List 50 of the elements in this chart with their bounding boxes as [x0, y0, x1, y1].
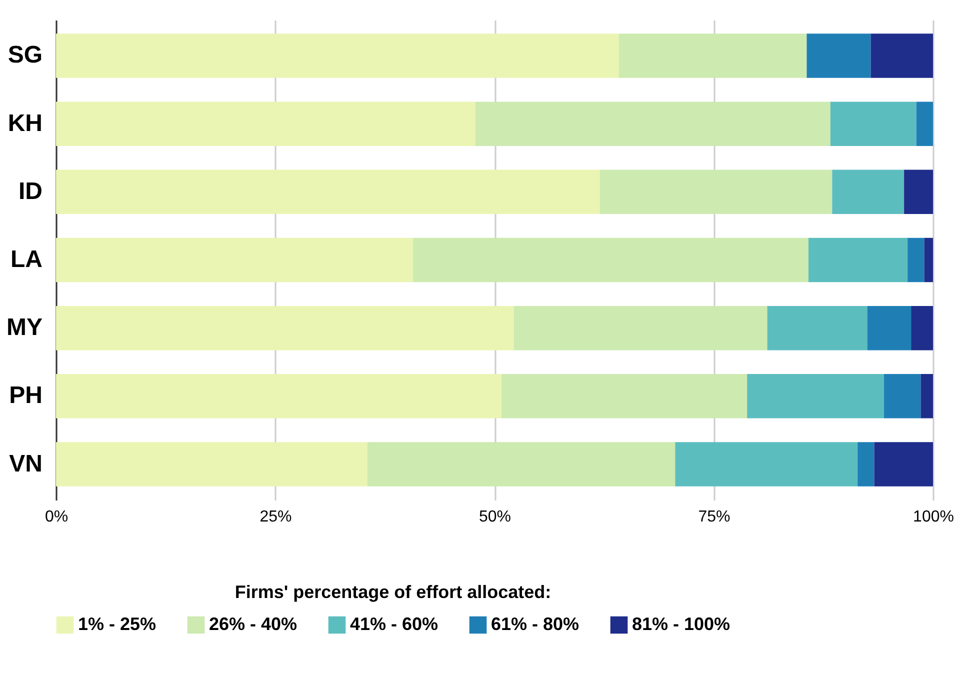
x-tick-label: 50% [478, 508, 512, 526]
bar [56, 306, 514, 350]
bar [619, 34, 807, 78]
legend-label: 61% - 80% [491, 614, 580, 634]
bar [867, 306, 912, 350]
bar [412, 238, 808, 282]
bar [56, 238, 413, 282]
bar [367, 442, 676, 486]
bar [502, 374, 748, 418]
y-tick-label: ID [18, 178, 42, 205]
legend-label: 81% - 100% [632, 614, 730, 634]
bar [56, 102, 476, 146]
bar [830, 102, 916, 146]
bar [858, 442, 874, 486]
legend-label: 26% - 40% [209, 614, 298, 634]
x-tick-label: 0% [44, 508, 68, 526]
bar [870, 34, 933, 78]
bar [475, 102, 830, 146]
bar [767, 306, 868, 350]
y-tick-label: LA [10, 246, 42, 273]
bar [600, 170, 832, 214]
bar [904, 170, 933, 214]
x-tick-label: 75% [698, 508, 730, 526]
y-tick-label: KH [8, 110, 42, 137]
bar [675, 442, 858, 486]
bar [56, 374, 502, 418]
legend-label: 41% - 60% [350, 614, 438, 634]
y-tick-label: MY [6, 314, 42, 342]
bar [874, 442, 933, 486]
bar [56, 170, 600, 214]
x-tick-label: 25% [260, 508, 292, 526]
bar [911, 306, 933, 350]
bar [916, 102, 933, 146]
bar [920, 374, 933, 418]
x-tick-label: 100% [913, 508, 954, 526]
bar [56, 34, 620, 78]
bar [56, 442, 368, 486]
legend-label: 1% - 25% [78, 614, 156, 634]
y-tick-label: VN [9, 450, 42, 478]
bar [514, 306, 768, 350]
bar [806, 34, 871, 78]
y-tick-label: SG [8, 42, 42, 69]
bar [832, 170, 904, 214]
y-tick-label: PH [9, 382, 42, 410]
bar [747, 374, 884, 418]
legend-title: Firms' percentage of effort allocated: [234, 582, 552, 602]
bar [924, 238, 933, 282]
bar [808, 238, 908, 282]
bar [884, 374, 921, 418]
bar [908, 238, 924, 282]
